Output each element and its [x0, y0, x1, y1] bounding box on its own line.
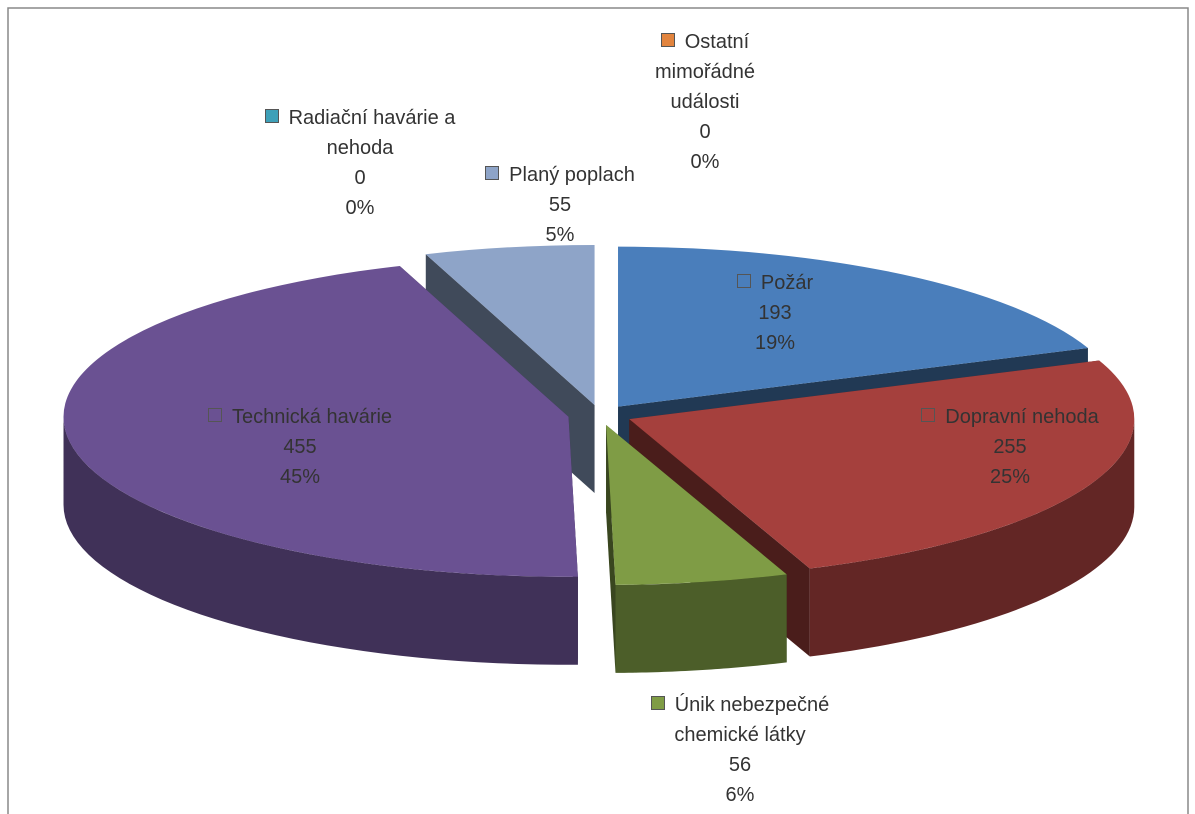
slice-top	[629, 360, 1135, 569]
data-label: Požár 193 19%	[695, 268, 855, 358]
data-label: Únik nebezpečné chemické látky 56 6%	[610, 690, 870, 810]
chart-border	[7, 7, 1189, 814]
slice	[606, 424, 787, 673]
percent-label: 45%	[279, 466, 321, 488]
legend-swatch	[485, 166, 500, 180]
category-label: Únik nebezpečné chemické látky	[674, 694, 830, 746]
value-label: 455	[283, 436, 317, 458]
legend-swatch	[660, 33, 675, 47]
slice-top	[618, 246, 1088, 407]
value-label: 255	[993, 436, 1027, 458]
data-label: Ostatní mimořádné události 0 0%	[640, 27, 770, 177]
value-label: 56	[728, 754, 752, 776]
category-label: Požár	[760, 272, 814, 294]
category-label: Radiační havárie a nehoda	[288, 107, 456, 159]
data-label: Planý poplach 55 5%	[450, 160, 670, 250]
slice-top	[63, 266, 578, 577]
slice-side	[809, 419, 1135, 657]
category-label: Planý poplach	[509, 164, 635, 186]
slice-side	[615, 574, 787, 673]
data-label: Dopravní nehoda 255 25%	[880, 402, 1140, 492]
data-label: Radiační havárie a nehoda 0 0%	[245, 103, 475, 223]
slice	[629, 360, 1135, 657]
data-label: Technická havárie 455 45%	[170, 402, 430, 492]
slice-top	[606, 424, 787, 585]
legend-swatch	[921, 408, 936, 422]
category-label: Technická havárie	[231, 406, 393, 428]
legend-swatch	[207, 408, 222, 422]
value-label: 0	[699, 121, 711, 143]
slice-top	[425, 245, 595, 406]
slice-side	[63, 416, 578, 665]
category-label: Dopravní nehoda	[945, 406, 1099, 428]
value-label: 55	[548, 194, 572, 216]
category-label: Ostatní mimořádné události	[654, 31, 756, 113]
slice-wall	[606, 424, 616, 673]
legend-swatch	[650, 696, 665, 710]
value-label: 193	[758, 302, 792, 324]
percent-label: 5%	[545, 224, 575, 246]
percent-label: 0%	[345, 197, 375, 219]
percent-label: 6%	[725, 784, 755, 806]
percent-label: 25%	[989, 466, 1031, 488]
percent-label: 0%	[690, 151, 720, 173]
slice	[63, 266, 578, 665]
percent-label: 19%	[754, 332, 796, 354]
legend-swatch	[736, 274, 751, 288]
legend-swatch	[264, 109, 279, 123]
value-label: 0	[354, 167, 366, 189]
